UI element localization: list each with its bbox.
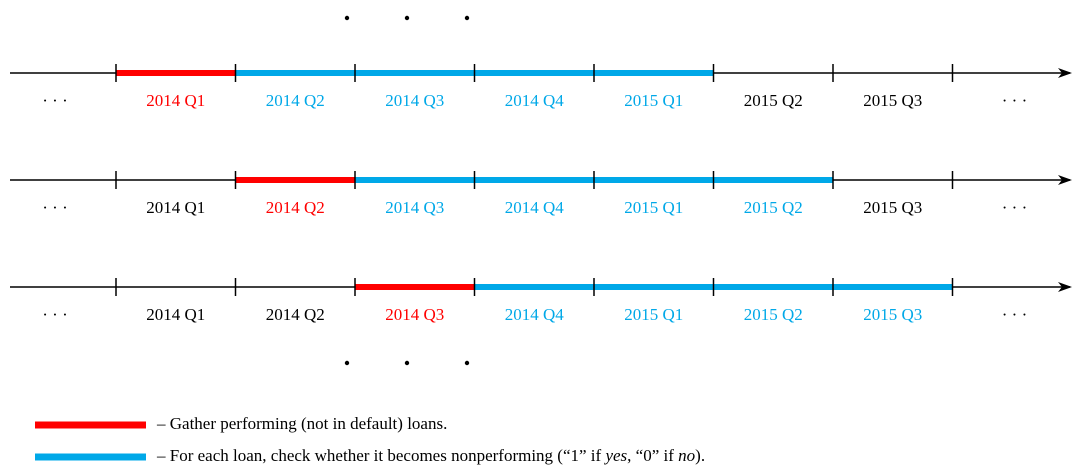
period-label: 2015 Q3 [863, 198, 922, 217]
legend-text-part: yes [603, 446, 627, 465]
legend-text-part: – For each loan, check whether it become… [156, 446, 605, 465]
period-label: 2014 Q4 [505, 198, 565, 217]
legend-text: – For each loan, check whether it become… [156, 446, 705, 465]
legend-text-part: no [678, 446, 695, 465]
ellipsis-right: · · · [1002, 91, 1027, 110]
period-label: 2014 Q3 [385, 91, 444, 110]
ellipsis-top [344, 15, 470, 21]
period-label: 2015 Q2 [744, 198, 803, 217]
period-label: 2014 Q2 [266, 198, 325, 217]
legend-text-part: – Gather performing (not in default) loa… [156, 414, 447, 433]
period-label: 2014 Q3 [385, 305, 444, 324]
legend-text-part: ). [695, 446, 705, 465]
period-label: 2014 Q2 [266, 305, 325, 324]
period-label: 2014 Q4 [505, 305, 565, 324]
period-label: 2014 Q4 [505, 91, 565, 110]
period-label: 2015 Q3 [863, 305, 922, 324]
period-label: 2015 Q1 [624, 198, 683, 217]
period-label: 2014 Q1 [146, 305, 205, 324]
legend-text: – Gather performing (not in default) loa… [156, 414, 447, 433]
period-label: 2014 Q1 [146, 91, 205, 110]
period-label: 2015 Q1 [624, 305, 683, 324]
ellipsis-bottom [344, 360, 470, 366]
period-label: 2015 Q1 [624, 91, 683, 110]
period-label: 2014 Q2 [266, 91, 325, 110]
period-label: 2014 Q3 [385, 198, 444, 217]
period-label: 2015 Q2 [744, 91, 803, 110]
ellipsis-right: · · · [1002, 305, 1027, 324]
ellipsis-left: · · · [42, 91, 67, 110]
period-label: 2015 Q2 [744, 305, 803, 324]
ellipsis-right: · · · [1002, 198, 1027, 217]
legend-text-part: , “0” if [627, 446, 678, 465]
period-label: 2014 Q1 [146, 198, 205, 217]
period-label: 2015 Q3 [863, 91, 922, 110]
ellipsis-left: · · · [42, 305, 67, 324]
ellipsis-left: · · · [42, 198, 67, 217]
